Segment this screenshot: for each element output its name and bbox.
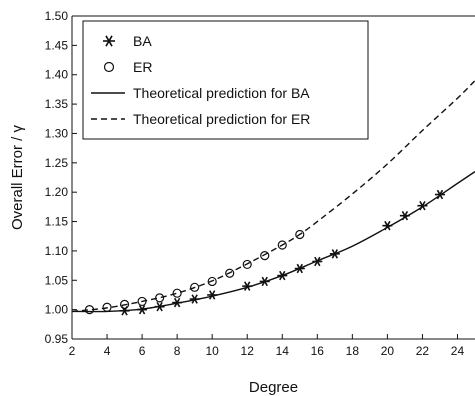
er-points bbox=[84, 229, 305, 315]
ba-point bbox=[329, 249, 340, 259]
x-tick-label: 16 bbox=[311, 344, 325, 358]
legend-item: Theoretical prediction for BA bbox=[91, 85, 310, 101]
ba-point bbox=[277, 270, 288, 281]
y-tick-label: 1.35 bbox=[45, 97, 69, 111]
er-point bbox=[190, 282, 200, 292]
ba-point bbox=[312, 256, 323, 267]
ba-point bbox=[207, 290, 218, 300]
x-axis-label: Degree bbox=[249, 379, 298, 396]
legend: BA ER Theoretical prediction for BA Theoret… bbox=[82, 20, 369, 140]
x-tick-label: 24 bbox=[451, 344, 465, 358]
er-point bbox=[295, 229, 305, 240]
er-point bbox=[84, 305, 95, 315]
y-tick-label: 1.05 bbox=[45, 273, 69, 287]
y-tick-label: 1.20 bbox=[45, 185, 69, 199]
y-tick-label: 1.10 bbox=[45, 244, 69, 258]
ba-point bbox=[172, 297, 183, 308]
ba-point bbox=[434, 189, 445, 200]
x-tick-label: 10 bbox=[205, 344, 219, 358]
ba-point bbox=[137, 304, 148, 315]
x-tick-label: 14 bbox=[276, 344, 290, 358]
er-point bbox=[119, 299, 130, 309]
ba-point bbox=[382, 220, 393, 231]
legend-box bbox=[82, 20, 369, 140]
legend-item: BA bbox=[103, 33, 152, 49]
er-point bbox=[172, 288, 182, 298]
er-theory-line bbox=[72, 80, 475, 313]
er-point bbox=[242, 259, 252, 270]
legend-label: ER bbox=[133, 59, 152, 75]
er-point bbox=[277, 240, 287, 250]
legend-item: Theoretical prediction for ER bbox=[91, 111, 310, 127]
er-point bbox=[260, 251, 270, 261]
legend-asterisk-marker bbox=[103, 35, 115, 47]
x-tick-label: 6 bbox=[139, 344, 146, 358]
legend-label: Theoretical prediction for ER bbox=[133, 111, 310, 127]
ba-point bbox=[259, 276, 270, 287]
series-layer bbox=[72, 80, 475, 316]
x-tick-label: 8 bbox=[174, 344, 181, 358]
y-tick-label: 1.15 bbox=[45, 215, 69, 229]
y-tick-label: 1.50 bbox=[45, 9, 69, 23]
x-tick-label: 18 bbox=[346, 344, 360, 358]
y-tick-label: 1.45 bbox=[45, 38, 69, 52]
er-point bbox=[102, 302, 112, 312]
y-tick-label: 1.25 bbox=[45, 156, 69, 170]
legend-label: Theoretical prediction for BA bbox=[133, 85, 310, 101]
x-tick-label: 4 bbox=[104, 344, 111, 358]
er-point bbox=[225, 268, 235, 278]
y-tick-label: 1.30 bbox=[45, 126, 69, 140]
ba-point bbox=[242, 281, 253, 291]
x-tick-label: 22 bbox=[416, 344, 430, 358]
y-axis-label: Overall Error / γ bbox=[9, 124, 26, 230]
legend-circle-marker bbox=[103, 61, 115, 73]
legend-item: ER bbox=[103, 59, 152, 75]
ba-point bbox=[417, 200, 428, 211]
er-point bbox=[137, 296, 147, 307]
axes: 2 4 6 8 10 12 14 16 18 20 22 240.951.001.051.101.15… bbox=[45, 9, 475, 358]
x-tick-label: 2 bbox=[69, 344, 76, 358]
y-tick-label: 0.95 bbox=[45, 332, 69, 346]
y-tick-label: 1.00 bbox=[45, 303, 69, 317]
ba-point bbox=[154, 301, 165, 312]
legend-label: BA bbox=[133, 33, 152, 49]
y-tick-label: 1.40 bbox=[45, 68, 69, 82]
er-point bbox=[207, 276, 217, 287]
ba-point bbox=[399, 210, 410, 221]
x-tick-label: 20 bbox=[381, 344, 395, 358]
ba-theory-line bbox=[72, 171, 475, 313]
ba-point bbox=[294, 263, 305, 274]
ba-point bbox=[189, 294, 200, 304]
x-tick-label: 12 bbox=[241, 344, 255, 358]
ba-points bbox=[119, 189, 445, 316]
er-point bbox=[155, 293, 165, 303]
